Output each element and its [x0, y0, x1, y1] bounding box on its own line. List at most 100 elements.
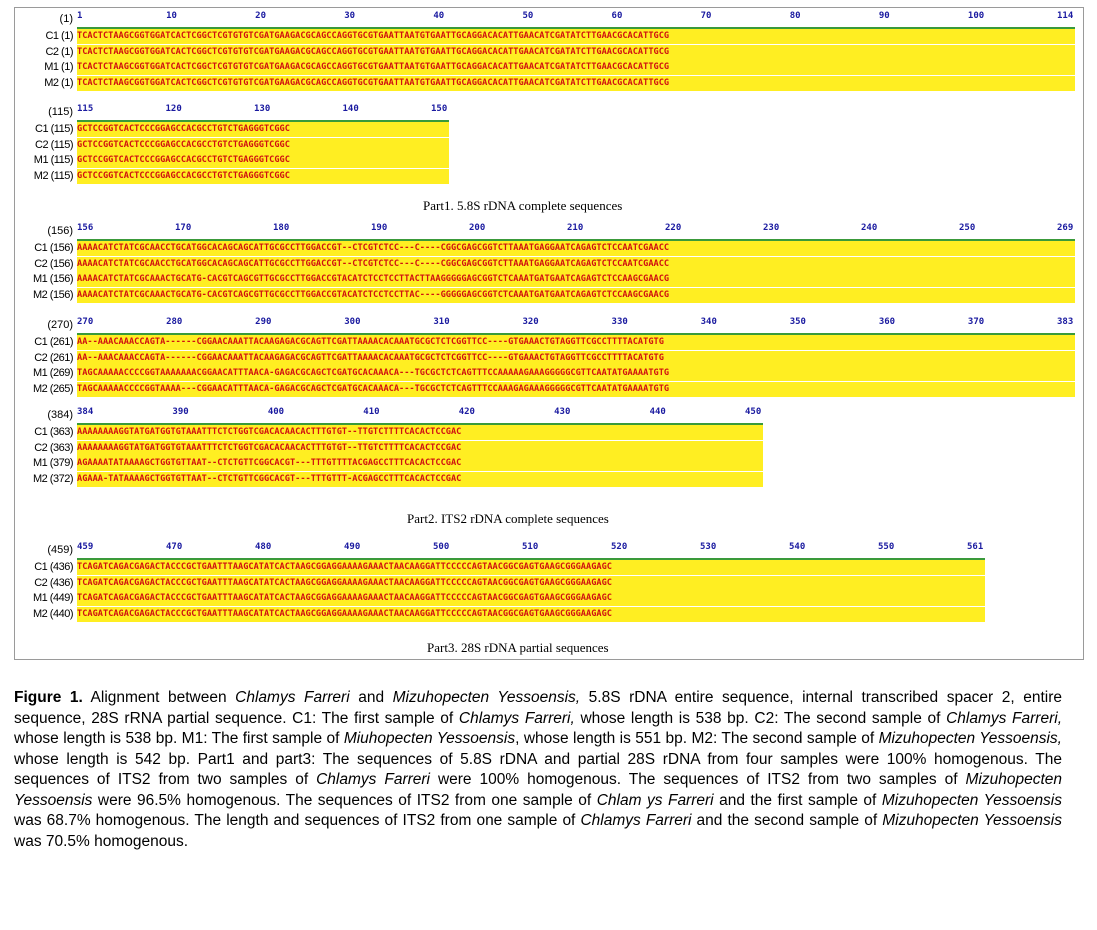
alignment-row: C1 (363) AAAAAAAAGGTATGATGGTGTAAATTTCTCTG… [15, 425, 765, 440]
alignment-figure: (1) 1 10 20 30 40 50 60 70 80 90 100 114 C1 (1) TCAC… [14, 7, 1084, 660]
ruler-tick-label: 240 [861, 223, 878, 233]
sequence-text: AGAAA-TATAAAAGCTGGTGTTAAT--CTCTGTTCGGCAC… [77, 471, 763, 487]
ruler-tick-label: 269 [1057, 223, 1074, 233]
caption-segment: were 100% homogenous. The sequences of I… [430, 771, 966, 788]
ruler-label: (115) [48, 106, 73, 118]
alignment-row: M2 (1) TCACTCTAAGCGGTGGATCACTCGGCTCGTGTGT… [15, 75, 1077, 91]
caption-segment: whose length is 538 bp. M1: The first sa… [14, 730, 344, 747]
ruler-tick-label: 20 [255, 11, 267, 21]
alignment-row: C2 (363) AAAAAAAAGGTATGATGGTGTAAATTTCTCTG… [15, 440, 765, 456]
sequence-text: AGAAAATATAAAAGCTGGTGTTAAT--CTCTGTTCGGCAC… [77, 456, 763, 471]
ruler-tick-label: 400 [267, 407, 285, 417]
ruler-tick-label: 190 [371, 223, 388, 233]
caption-segment: Chlamys Farreri [235, 689, 350, 706]
sequence-text: GCTCCGGTCACTCCCGGAGCCACGCCTGTCTGAGGGTCGG… [77, 137, 449, 153]
ruler-tick-label: 480 [255, 542, 272, 552]
ruler-label: (384) [47, 409, 73, 421]
sequence-text: GCTCCGGTCACTCCCGGAGCCACGCCTGTCTGAGGGTCGG… [77, 168, 449, 184]
alignment-row: C2 (261) AA--AAACAAACCAGTA------CGGAACAAA… [15, 350, 1077, 366]
ruler-tick-label: 550 [878, 542, 895, 552]
part3-title: Part3. 28S rDNA partial sequences [427, 640, 609, 655]
sample-label: M1 (269) [32, 367, 74, 379]
ruler-tick-label: 520 [611, 542, 628, 552]
sequence-text: AAAACATCTATCGCAAACTGCATG-CACGTCAGCGTTGCG… [77, 272, 1075, 287]
position-ruler: 384 390 400 410 420 430 440 450 [77, 407, 763, 425]
sequence-text: AAAACATCTATCGCAACCTGCATGGCACAGCAGCATTGCG… [77, 241, 1075, 256]
alignment-row: M2 (265) TAGCAAAAACCCCGGTAAAA---CGGAACATT… [15, 381, 1077, 397]
ruler-tick-label: 420 [458, 407, 475, 417]
position-ruler: 115 120 130 140 150 [77, 104, 449, 122]
sample-label: C1 (363) [34, 426, 73, 438]
sequence-text: AAAACATCTATCGCAACCTGCATGGCACAGCAGCATTGCG… [77, 256, 1075, 272]
sequence-text: TAGCAAAAACCCCGGTAAAA---CGGAACATTTAACA-GA… [77, 381, 1075, 397]
alignment-row: C1 (115) GCTCCGGTCACTCCCGGAGCCACGCCTGTCTG… [15, 122, 451, 137]
sequence-text: TCAGATCAGACGAGACTACCCGCTGAATTTAAGCATATCA… [77, 591, 985, 606]
part1-title: Part1. 5.8S rDNA complete sequences [423, 198, 623, 213]
ruler-label: (270) [47, 319, 73, 331]
alignment-row: C2 (156) AAAACATCTATCGCAACCTGCATGGCACAGCA… [15, 256, 1077, 272]
sample-label: M2 (156) [32, 288, 74, 301]
caption-segment: Mizuhopecten Yessoensis [882, 812, 1062, 829]
figure-label: Figure 1. [14, 689, 83, 706]
ruler-tick-label: 250 [959, 223, 976, 233]
sample-label: M2 (372) [32, 472, 74, 485]
sequence-text: GCTCCGGTCACTCCCGGAGCCACGCCTGTCTGAGGGTCGG… [77, 153, 449, 168]
sample-label: M2 (1) [44, 76, 73, 89]
ruler-tick-label: 459 [77, 542, 94, 552]
ruler-tick-label: 180 [273, 223, 290, 233]
caption-segment: and the second sample of [691, 812, 883, 829]
ruler-label: (459) [47, 544, 73, 556]
ruler-tick-label: 210 [567, 223, 584, 233]
position-ruler: 1 10 20 30 40 50 60 70 80 90 100 114 [77, 11, 1075, 29]
alignment-row: C2 (1) TCACTCTAAGCGGTGGATCACTCGGCTCGTGTGT… [15, 44, 1077, 60]
sample-label: M1 (379) [32, 457, 74, 469]
caption-segment: Chlamys Farreri [580, 812, 692, 829]
ruler-tick-label: 130 [254, 104, 271, 114]
ruler-tick-label: 200 [469, 223, 486, 233]
ruler-tick-label: 120 [165, 104, 182, 114]
part2-title: Part2. ITS2 rDNA complete sequences [407, 511, 609, 526]
ruler-tick-label: 156 [77, 223, 94, 233]
ruler-tick-label: 30 [344, 11, 356, 21]
caption-segment: was 70.5% homogenous. [14, 832, 189, 850]
ruler-tick-label: 430 [554, 407, 571, 417]
ruler-tick-label: 390 [172, 407, 189, 417]
ruler-tick-label: 384 [77, 407, 94, 417]
ruler-tick-label: 150 [431, 104, 448, 114]
sample-label: C1 (156) [34, 242, 73, 254]
ruler-tick-label: 280 [166, 317, 183, 327]
ruler-tick-label: 60 [611, 11, 623, 21]
ruler-tick-label: 410 [363, 407, 380, 417]
ruler-tick-label: 383 [1057, 317, 1074, 327]
sequence-text: AAAACATCTATCGCAAACTGCATG-CACGTCAGCGTTGCG… [77, 287, 1075, 303]
caption-segment: 5.8S rDNA entire sequence, internal tran… [14, 689, 1063, 727]
alignment-row: C1 (261) AA--AAACAAACCAGTA------CGGAACAAA… [15, 335, 1077, 350]
alignment-row: C1 (156) AAAACATCTATCGCAACCTGCATGGCACAGCA… [15, 241, 1077, 256]
ruler-tick-label: 290 [255, 317, 272, 327]
sample-label: C1 (436) [34, 561, 73, 573]
alignment-row: M2 (156) AAAACATCTATCGCAAACTGCATG-CACGTCA… [15, 287, 1077, 303]
sequence-text: TCACTCTAAGCGGTGGATCACTCGGCTCGTGTGTCGATGA… [77, 75, 1075, 91]
caption-segment: whose length is 538 bp. C2: The second s… [574, 709, 947, 727]
position-ruler: 459 470 480 490 500 510 520 530 540 550 561 [77, 542, 985, 560]
alignment-row: M1 (156) AAAACATCTATCGCAAACTGCATG-CACGTCA… [15, 272, 1077, 287]
sample-label: M2 (265) [32, 382, 74, 395]
sample-label: M1 (156) [32, 273, 74, 285]
sequence-text: AAAAAAAAGGTATGATGGTGTAAATTTCTCTGGTCGACAC… [77, 425, 763, 440]
sample-label: M2 (115) [33, 169, 74, 182]
alignment-row: C2 (436) TCAGATCAGACGAGACTACCCGCTGAATTTAA… [15, 575, 987, 591]
sample-label: C2 (261) [34, 351, 73, 364]
ruler-tick-label: 320 [522, 317, 539, 327]
sequence-text: GCTCCGGTCACTCCCGGAGCCACGCCTGTCTGAGGGTCGG… [77, 122, 449, 137]
caption-segment: and the first sample of [713, 791, 882, 809]
sample-label: C2 (1) [45, 45, 73, 58]
sequence-text: TCAGATCAGACGAGACTACCCGCTGAATTTAAGCATATCA… [77, 575, 985, 591]
sequence-text: TAGCAAAAACCCCGGTAAAAAAACGGAACATTTAACA-GA… [77, 366, 1075, 381]
caption-segment: Alignment between [82, 689, 236, 706]
caption-segment: Miuhopecten Yessoensis [343, 730, 516, 747]
alignment-row: C2 (115) GCTCCGGTCACTCCCGGAGCCACGCCTGTCTG… [15, 137, 451, 153]
ruler-tick-label: 310 [433, 317, 450, 327]
sample-label: C2 (363) [34, 441, 73, 454]
caption-segment: were 96.5% homogenous. The sequences of … [92, 791, 597, 809]
alignment-row: C1 (1) TCACTCTAAGCGGTGGATCACTCGGCTCGTGTGT… [15, 29, 1077, 44]
